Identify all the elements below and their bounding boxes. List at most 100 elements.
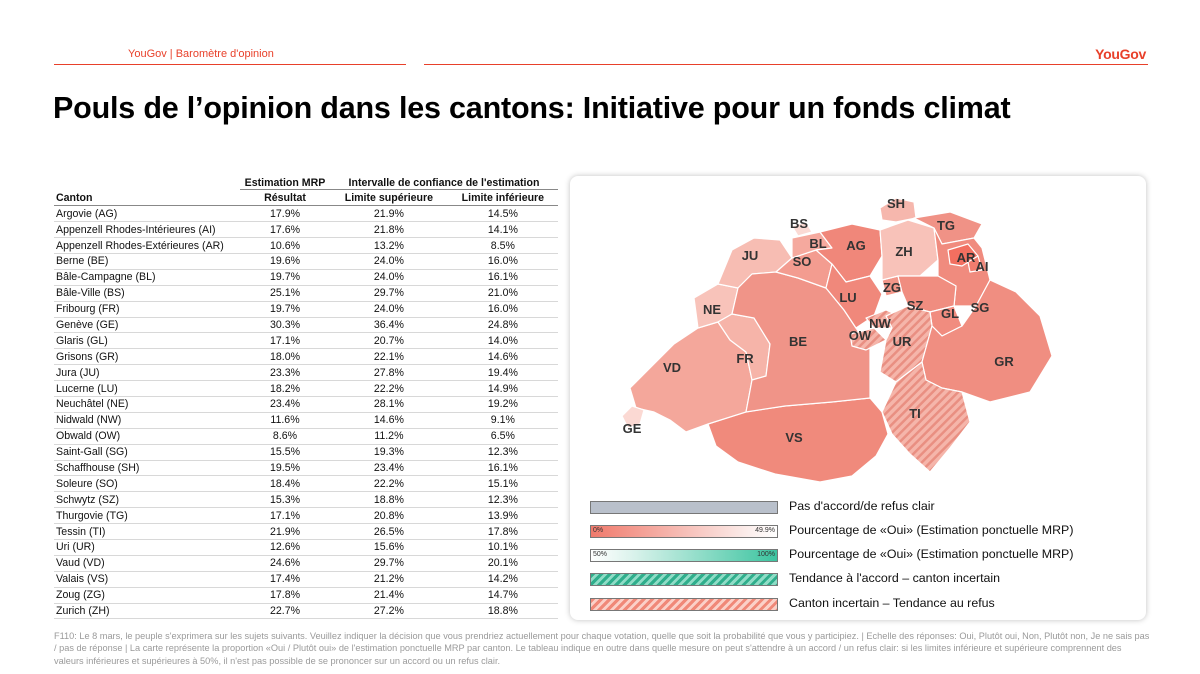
value-cell: 16.1% bbox=[447, 460, 558, 477]
canton-label-gl: GL bbox=[941, 306, 959, 321]
column-header: Limite inférieure bbox=[447, 189, 558, 207]
value-cell: 13.9% bbox=[447, 507, 558, 525]
canton-label-sg: SG bbox=[971, 300, 990, 315]
value-cell: 17.9% bbox=[240, 205, 330, 223]
value-cell: 14.1% bbox=[447, 221, 558, 239]
value-cell: 11.2% bbox=[330, 428, 448, 445]
canton-label-sz: SZ bbox=[907, 298, 924, 313]
column-header: Canton bbox=[54, 189, 240, 207]
canton-label-ge: GE bbox=[623, 421, 642, 436]
canton-name-cell: Bâle-Ville (BS) bbox=[54, 285, 240, 302]
value-cell: 15.6% bbox=[330, 539, 448, 556]
canton-label-ag: AG bbox=[846, 238, 866, 253]
table-row: Argovie (AG) 17.9% 21.9% 14.5% bbox=[54, 205, 558, 223]
table-row: Thurgovie (TG) 17.1% 20.8% 13.9% bbox=[54, 507, 558, 525]
legend-item-yes-red-scale: 0% 49.9% Pourcentage de «Oui» (Estimatio… bbox=[590, 522, 1130, 540]
value-cell: 21.2% bbox=[330, 571, 448, 588]
canton-name-cell: Uri (UR) bbox=[54, 539, 240, 556]
table-row: Zoug (ZG) 17.8% 21.4% 14.7% bbox=[54, 587, 558, 604]
table-row: Lucerne (LU) 18.2% 22.2% 14.9% bbox=[54, 380, 558, 397]
value-cell: 19.7% bbox=[240, 269, 330, 286]
legend-item-uncertain-yes: Tendance à l'accord – canton incertain bbox=[590, 570, 1130, 588]
canton-name-cell: Nidwald (NW) bbox=[54, 412, 240, 429]
table-row: Fribourg (FR) 19.7% 24.0% 16.0% bbox=[54, 301, 558, 318]
value-cell: 23.3% bbox=[240, 364, 330, 382]
canton-name-cell: Appenzell Rhodes-Extérieures (AR) bbox=[54, 237, 240, 254]
canton-label-zg: ZG bbox=[883, 280, 901, 295]
canton-name-cell: Tessin (TI) bbox=[54, 523, 240, 540]
value-cell: 27.2% bbox=[330, 603, 448, 620]
canton-name-cell: Zurich (ZH) bbox=[54, 603, 240, 620]
canton-label-ju: JU bbox=[742, 248, 759, 263]
value-cell: 16.0% bbox=[447, 253, 558, 270]
canton-label-sh: SH bbox=[887, 196, 905, 211]
value-cell: 8.5% bbox=[447, 237, 558, 254]
canton-ge bbox=[621, 405, 645, 429]
table-row: Grisons (GR) 18.0% 22.1% 14.6% bbox=[54, 348, 558, 366]
value-cell: 23.4% bbox=[330, 460, 448, 477]
value-cell: 14.6% bbox=[330, 412, 448, 429]
value-cell: 6.5% bbox=[447, 428, 558, 445]
table-row: Neuchâtel (NE) 23.4% 28.1% 19.2% bbox=[54, 396, 558, 413]
value-cell: 27.8% bbox=[330, 364, 448, 382]
legend-item-yes-green-scale: 50% 100% Pourcentage de «Oui» (Estimatio… bbox=[590, 546, 1130, 564]
value-cell: 14.6% bbox=[447, 348, 558, 366]
canton-name-cell: Appenzell Rhodes-Intérieures (AI) bbox=[54, 221, 240, 239]
value-cell: 23.4% bbox=[240, 396, 330, 413]
canton-name-cell: Genève (GE) bbox=[54, 317, 240, 334]
value-cell: 10.1% bbox=[447, 539, 558, 556]
value-cell: 12.6% bbox=[240, 539, 330, 556]
group-header-estimate: Estimation MRP bbox=[240, 174, 330, 191]
value-cell: 9.1% bbox=[447, 412, 558, 429]
table-body: Argovie (AG) 17.9% 21.9% 14.5% Appenzell Rho… bbox=[54, 205, 558, 620]
legend-swatch-green-hatch bbox=[590, 573, 778, 586]
table-row: Schwytz (SZ) 15.3% 18.8% 12.3% bbox=[54, 491, 558, 509]
value-cell: 21.9% bbox=[330, 205, 448, 223]
value-cell: 13.2% bbox=[330, 237, 448, 254]
table-row: Schaffhouse (SH) 19.5% 23.4% 16.1% bbox=[54, 460, 558, 477]
canton-name-cell: Berne (BE) bbox=[54, 253, 240, 270]
canton-label-be: BE bbox=[789, 334, 807, 349]
canton-ow bbox=[849, 327, 887, 351]
canton-name-cell: Jura (JU) bbox=[54, 364, 240, 382]
canton-label-ow: OW bbox=[849, 328, 872, 343]
header-rule-right bbox=[424, 64, 1148, 65]
value-cell: 21.8% bbox=[330, 221, 448, 239]
canton-label-zh: ZH bbox=[895, 244, 912, 259]
value-cell: 18.8% bbox=[330, 491, 448, 509]
value-cell: 15.3% bbox=[240, 491, 330, 509]
value-cell: 24.8% bbox=[447, 317, 558, 334]
value-cell: 29.7% bbox=[330, 555, 448, 572]
value-cell: 19.6% bbox=[240, 253, 330, 270]
canton-results-table: Estimation MRP Intervalle de confiance d… bbox=[54, 174, 558, 620]
canton-name-cell: Zoug (ZG) bbox=[54, 587, 240, 604]
value-cell: 28.1% bbox=[330, 396, 448, 413]
value-cell: 21.4% bbox=[330, 587, 448, 604]
value-cell: 20.7% bbox=[330, 332, 448, 350]
value-cell: 18.2% bbox=[240, 380, 330, 397]
canton-name-cell: Soleure (SO) bbox=[54, 475, 240, 493]
canton-label-ar: AR bbox=[957, 250, 976, 265]
legend-label: Pourcentage de «Oui» (Estimation ponctue… bbox=[789, 547, 1074, 561]
legend-label: Pourcentage de «Oui» (Estimation ponctue… bbox=[789, 523, 1074, 537]
canton-label-ti: TI bbox=[909, 406, 921, 421]
header-rule-left bbox=[54, 64, 406, 65]
legend-label: Tendance à l'accord – canton incertain bbox=[789, 571, 1001, 585]
value-cell: 17.8% bbox=[447, 523, 558, 540]
value-cell: 14.9% bbox=[447, 380, 558, 397]
value-cell: 17.8% bbox=[240, 587, 330, 604]
canton-label-bl: BL bbox=[809, 236, 826, 251]
canton-name-cell: Saint-Gall (SG) bbox=[54, 444, 240, 461]
table-row: Berne (BE) 19.6% 24.0% 16.0% bbox=[54, 253, 558, 270]
table-row: Valais (VS) 17.4% 21.2% 14.2% bbox=[54, 571, 558, 588]
value-cell: 15.5% bbox=[240, 444, 330, 461]
table-row: Jura (JU) 23.3% 27.8% 19.4% bbox=[54, 364, 558, 382]
canton-name-cell: Neuchâtel (NE) bbox=[54, 396, 240, 413]
canton-name-cell: Grisons (GR) bbox=[54, 348, 240, 366]
value-cell: 19.5% bbox=[240, 460, 330, 477]
table-row: Soleure (SO) 18.4% 22.2% 15.1% bbox=[54, 475, 558, 493]
table-row: Vaud (VD) 24.6% 29.7% 20.1% bbox=[54, 555, 558, 572]
value-cell: 17.1% bbox=[240, 332, 330, 350]
table-row: Zurich (ZH) 22.7% 27.2% 18.8% bbox=[54, 603, 558, 620]
legend-swatch-red-gradient: 0% 49.9% bbox=[590, 525, 778, 538]
